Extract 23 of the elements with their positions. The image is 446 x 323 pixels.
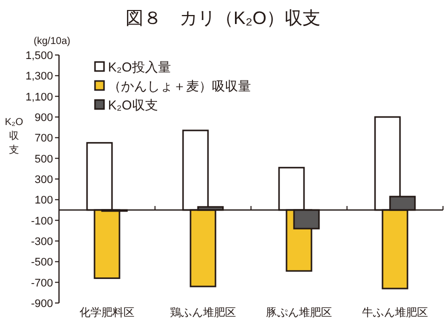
ylabel: K₂O収支	[4, 117, 24, 156]
xtick: 化学肥料区	[80, 307, 134, 319]
legend-label: K₂O収支	[108, 98, 158, 112]
annotation: (kg/10a)	[34, 36, 70, 47]
ytick: 1,300	[25, 70, 53, 83]
ytick: 100	[34, 194, 53, 207]
legend-label: （かんしょ＋麦）吸収量	[108, 78, 251, 94]
title: 図８ カリ（K₂O）収支	[126, 8, 320, 28]
ytick: 500	[34, 153, 53, 166]
ytick: 700	[34, 132, 53, 145]
ytick: -900	[30, 298, 53, 310]
ytick: -100	[30, 215, 53, 228]
ytick: -300	[30, 236, 53, 248]
xtick: 鶏ふん堆肥区	[170, 307, 236, 319]
ytick: 900	[34, 112, 53, 124]
legend-label: K₂O投入量	[108, 60, 171, 74]
ytick: 1,100	[25, 91, 53, 104]
ytick: 1,500	[25, 50, 53, 62]
xtick: 豚ぷん堆肥区	[266, 307, 332, 319]
ytick: -500	[30, 256, 53, 269]
ytick: 300	[34, 174, 53, 186]
xtick: 牛ふん堆肥区	[362, 307, 428, 319]
ytick: -700	[30, 277, 53, 290]
